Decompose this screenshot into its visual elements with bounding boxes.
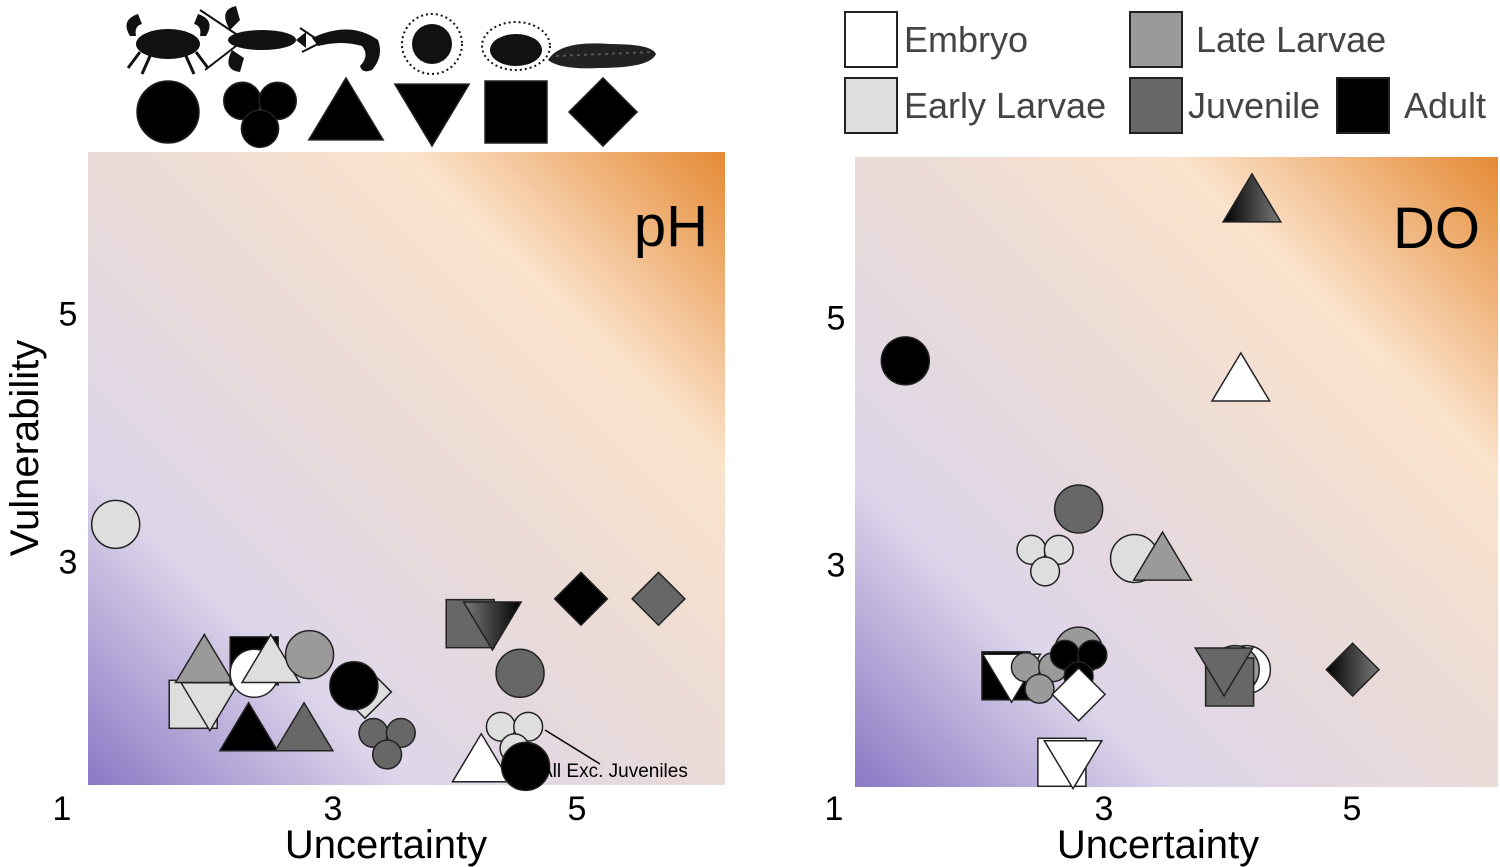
data-point-diamond xyxy=(1051,666,1107,722)
x-tick-label: 1 xyxy=(53,790,72,828)
y-tick-label: 3 xyxy=(827,547,846,585)
data-point-trefoil xyxy=(358,717,416,770)
data-point-triangle-down xyxy=(1193,647,1255,698)
x-tick-label: 3 xyxy=(324,790,343,828)
stage-legend: Embryo Late Larvae Early Larvae Juvenile… xyxy=(844,11,1486,134)
panel-label-do: DO xyxy=(1393,196,1480,261)
annotation-all-exc-juveniles: All Exc. Juveniles xyxy=(540,761,688,782)
data-point-diamond xyxy=(553,571,609,627)
annotation-leader-line xyxy=(544,729,601,765)
data-point-triangle xyxy=(1132,530,1193,581)
sea-urchin-icon xyxy=(401,13,463,75)
x-tick-label: 1 xyxy=(825,790,844,828)
panel-label-ph: pH xyxy=(634,194,708,259)
legend-marker-trefoil xyxy=(222,81,298,149)
legend-marker-triangle-down xyxy=(393,83,471,148)
x-tick-label: 5 xyxy=(568,790,587,828)
data-point-circle xyxy=(284,629,335,680)
legend-marker-diamond xyxy=(567,76,639,148)
legend-marker-square xyxy=(484,80,548,144)
legend-label-embryo: Embryo xyxy=(904,19,1028,60)
legend-swatch-early-larvae xyxy=(844,77,898,134)
plot-area-do xyxy=(855,157,1498,787)
legend-swatch-adult xyxy=(1336,77,1390,134)
y-tick-label: 3 xyxy=(59,544,78,582)
data-point-triangle-down xyxy=(462,601,523,652)
x-axis-label-do: Uncertainty xyxy=(1057,823,1259,867)
data-point-triangle xyxy=(273,701,335,752)
legend-label-juvenile: Juvenile xyxy=(1188,85,1320,126)
y-tick-label: 5 xyxy=(827,300,846,338)
crab-icon xyxy=(126,14,210,75)
legend-label-adult: Adult xyxy=(1404,85,1486,126)
data-point-circle xyxy=(500,741,551,792)
data-point-triangle xyxy=(451,732,512,783)
data-point-triangle xyxy=(1210,351,1271,402)
data-point-triangle xyxy=(174,633,235,684)
chart-panel-do: DO 1 3 5 3 5 Uncertainty xyxy=(825,157,1498,867)
data-points-do xyxy=(880,172,1381,791)
lobster-icon xyxy=(199,6,306,72)
sea-urchin-icon xyxy=(481,21,551,71)
legend-swatch-juvenile xyxy=(1129,77,1183,134)
x-axis-label-ph: Uncertainty xyxy=(285,823,487,867)
data-point-circle xyxy=(880,336,931,386)
y-axis-label: Vulnerability xyxy=(3,340,47,556)
data-point-triangle-down xyxy=(1042,739,1104,791)
data-point-circle xyxy=(329,660,379,711)
data-points-ph xyxy=(90,499,686,792)
x-tick-label: 3 xyxy=(1095,790,1114,828)
species-legend xyxy=(126,6,656,149)
sea-cucumber-icon xyxy=(548,43,656,69)
data-point-triangle xyxy=(1221,172,1283,223)
data-point-circle xyxy=(90,499,141,550)
legend-marker-triangle xyxy=(307,76,385,141)
legend-label-late-larvae: Late Larvae xyxy=(1196,19,1386,60)
data-point-triangle xyxy=(218,701,279,752)
data-point-diamond xyxy=(631,571,686,627)
data-point-diamond xyxy=(1325,642,1381,698)
data-point-circle xyxy=(1053,484,1104,534)
legend-swatch-late-larvae xyxy=(1129,11,1183,68)
x-tick-label: 5 xyxy=(1343,790,1362,828)
y-tick-label: 5 xyxy=(59,295,78,333)
legend-marker-circle xyxy=(136,80,200,144)
data-point-trefoil xyxy=(1016,534,1074,587)
legend-label-early-larvae: Early Larvae xyxy=(904,85,1106,126)
legend-swatch-embryo xyxy=(844,11,898,68)
shrimp-icon xyxy=(299,27,380,72)
data-point-circle xyxy=(495,648,545,699)
chart-panel-ph: pH All Exc. Juveniles 1 3 535 Uncertainty … xyxy=(3,152,725,867)
